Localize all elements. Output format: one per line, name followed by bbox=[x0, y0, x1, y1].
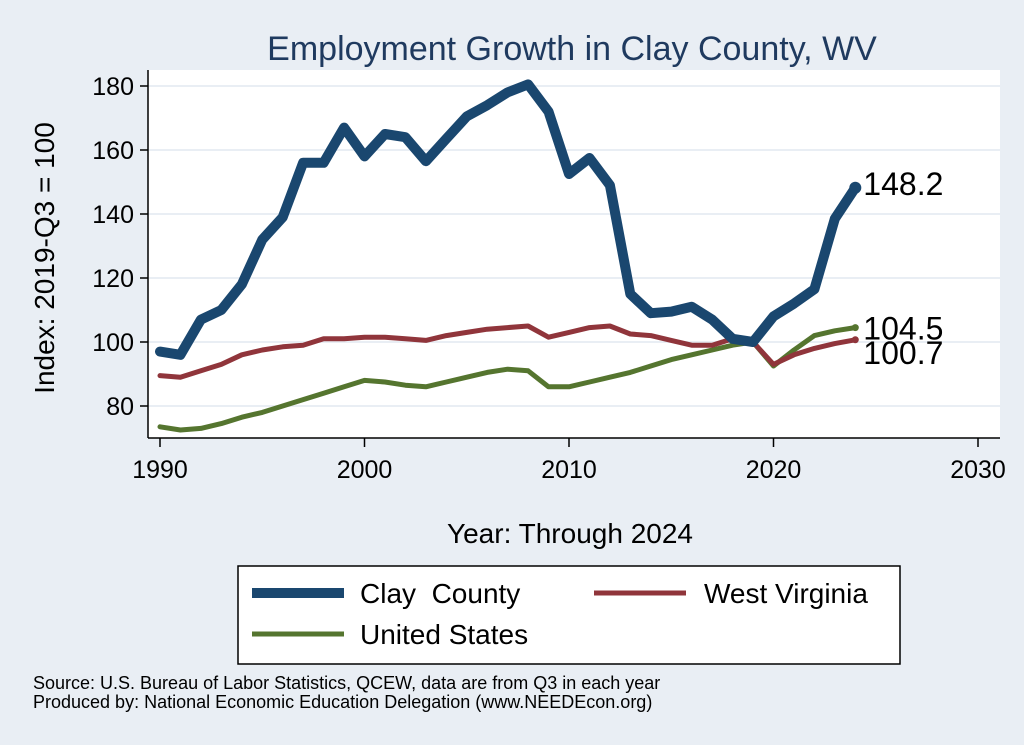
legend: Clay County West Virginia United States bbox=[237, 565, 901, 665]
legend-box bbox=[237, 565, 901, 665]
y-tick-label-180: 180 bbox=[92, 73, 134, 101]
end-label-clay-county: 148.2 bbox=[863, 166, 943, 202]
legend-label-west-virginia: West Virginia bbox=[704, 578, 868, 609]
y-tick-label-120: 120 bbox=[92, 265, 134, 293]
plot-area bbox=[148, 70, 1000, 438]
source-note: Source: U.S. Bureau of Labor Statistics,… bbox=[33, 673, 660, 693]
x-axis-label: Year: Through 2024 bbox=[447, 518, 693, 549]
series-end-point-west-virginia bbox=[851, 336, 859, 344]
y-tick-label-80: 80 bbox=[106, 393, 134, 421]
series-end-point-clay-county bbox=[849, 181, 862, 194]
series-end-point-united-states bbox=[851, 324, 859, 332]
x-tick-label-2000: 2000 bbox=[337, 456, 393, 484]
y-axis-label: Index: 2019-Q3 = 100 bbox=[29, 122, 60, 394]
end-label-united-states: 104.5 bbox=[863, 311, 943, 347]
legend-label-clay-county: Clay County bbox=[360, 578, 520, 609]
end-label-west-virginia: 100.7 bbox=[863, 335, 943, 371]
chart-title: Employment Growth in Clay County, WV bbox=[267, 30, 877, 68]
x-tick-label-2020: 2020 bbox=[746, 456, 802, 484]
x-tick-label-2010: 2010 bbox=[541, 456, 597, 484]
y-tick-label-140: 140 bbox=[92, 201, 134, 229]
series-layer bbox=[155, 79, 862, 433]
y-tick-label-100: 100 bbox=[92, 329, 134, 357]
series-line-clay-county bbox=[155, 79, 861, 360]
x-tick-label-1990: 1990 bbox=[132, 456, 188, 484]
axes: 80 100 120 140 160 180 1990 2000 2010 2020 2030 bbox=[92, 70, 1006, 484]
producer-note: Produced by: National Economic Education… bbox=[33, 692, 652, 712]
legend-label-united-states: United States bbox=[360, 619, 528, 650]
x-tick-label-2030: 2030 bbox=[950, 456, 1006, 484]
y-tick-label-160: 160 bbox=[92, 137, 134, 165]
